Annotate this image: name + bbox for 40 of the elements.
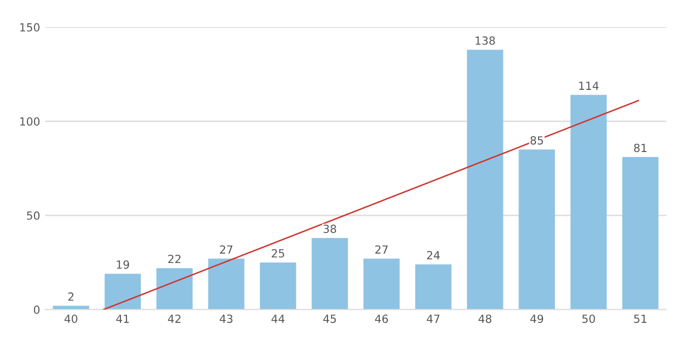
- bar: [622, 157, 658, 310]
- data-label: 27: [220, 245, 232, 254]
- data-label: 138: [476, 36, 495, 45]
- data-label: 81: [634, 144, 646, 152]
- x-tick-label: 41: [116, 314, 129, 323]
- bar: [52, 306, 90, 310]
- y-tick-label: 50: [26, 211, 40, 220]
- x-tick-label: 44: [272, 314, 284, 323]
- x-tick-label: 49: [530, 314, 544, 323]
- bar: [312, 238, 348, 310]
- y-tick-label: 150: [20, 23, 40, 32]
- data-label: 24: [427, 250, 440, 260]
- bar: [570, 94, 607, 310]
- x-tick-label: 50: [582, 314, 595, 323]
- bar: [104, 274, 141, 310]
- bar: [518, 150, 555, 310]
- data-label: 19: [116, 260, 130, 269]
- bar: [363, 258, 400, 310]
- data-label: 22: [168, 254, 180, 264]
- bar: [466, 50, 504, 310]
- bar: [260, 262, 296, 310]
- x-tick-label: 47: [426, 314, 440, 323]
- x-tick-label: 51: [634, 314, 646, 323]
- data-label: 25: [272, 249, 284, 258]
- x-tick-label: 43: [220, 314, 232, 323]
- data-label: 38: [324, 224, 336, 234]
- x-tick-label: 48: [478, 314, 492, 323]
- data-label: 85: [530, 136, 543, 145]
- data-label: 27: [375, 245, 388, 254]
- data-label: 2: [68, 292, 74, 301]
- x-tick-label: 46: [375, 314, 388, 323]
- data-label: 114: [579, 82, 599, 90]
- x-tick-label: 42: [168, 314, 180, 323]
- y-tick-label: 0: [34, 305, 40, 314]
- y-tick-label: 100: [20, 117, 40, 126]
- bar: [208, 258, 244, 310]
- x-tick-label: 40: [64, 314, 78, 323]
- x-tick-label: 45: [323, 314, 336, 323]
- bar: [415, 264, 452, 310]
- bar: [156, 268, 193, 310]
